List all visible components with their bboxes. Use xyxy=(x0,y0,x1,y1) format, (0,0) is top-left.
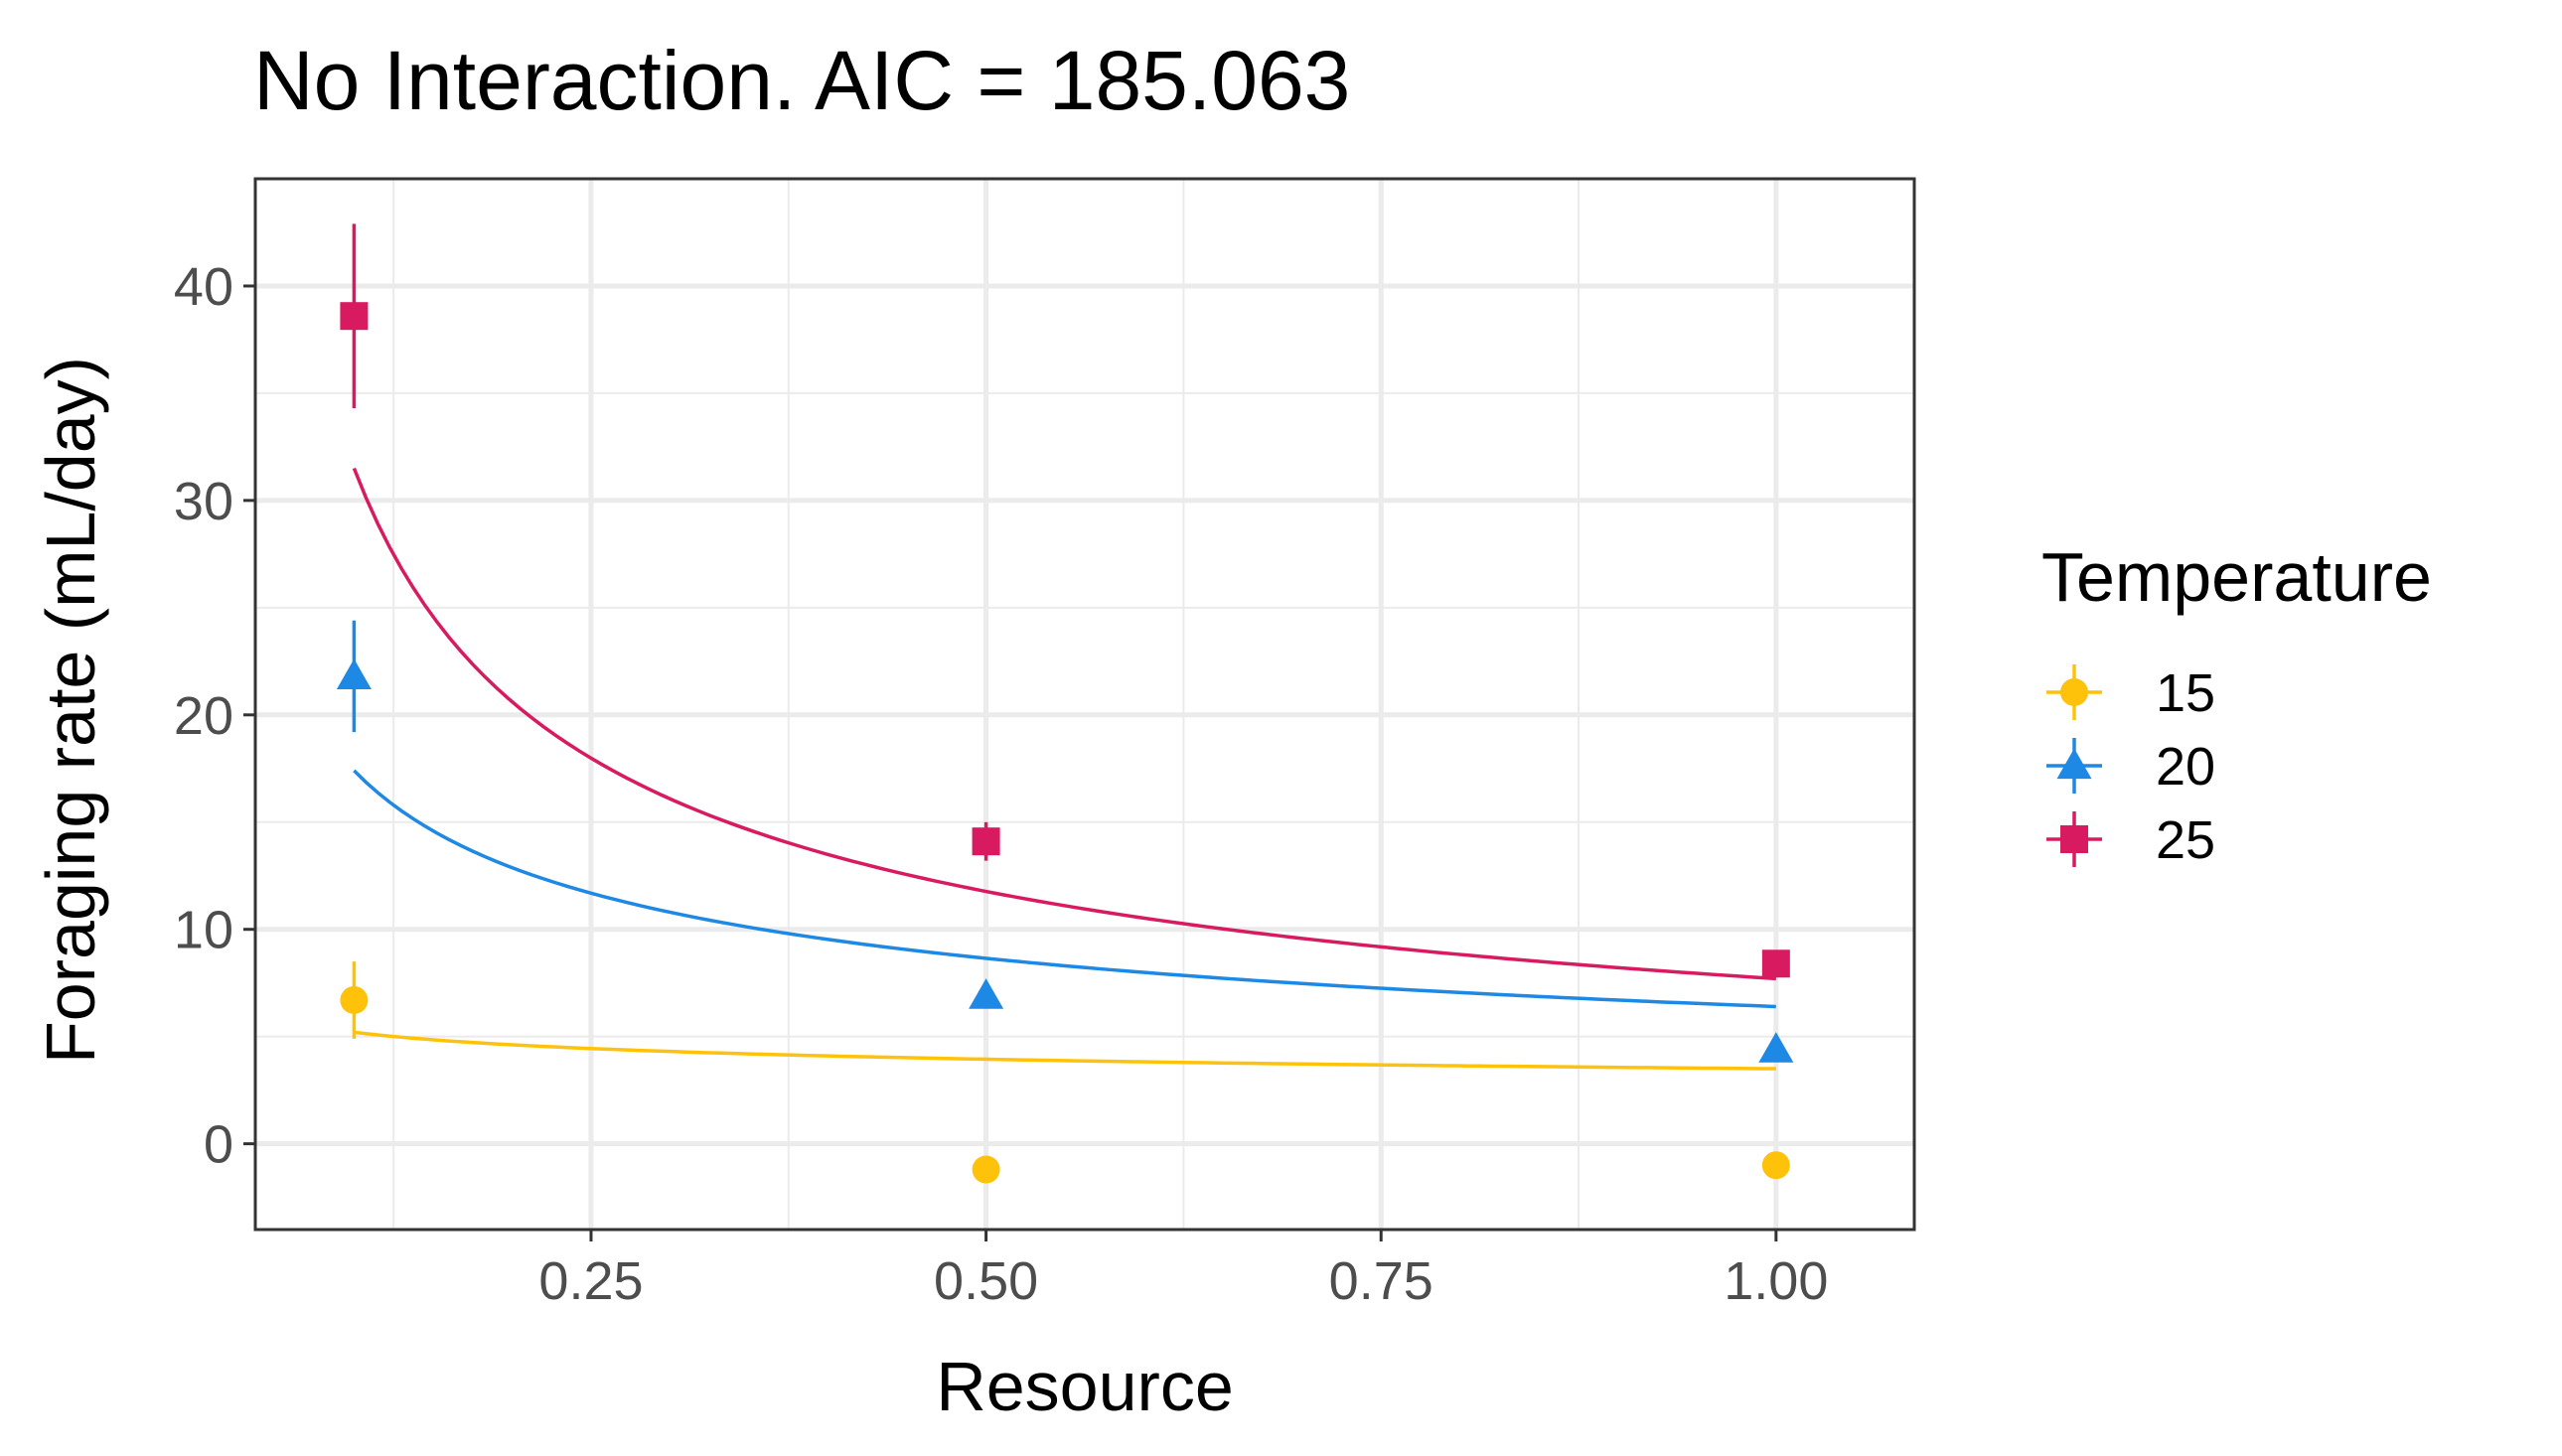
data-point-20 xyxy=(969,978,1004,1009)
fitted-curves xyxy=(352,467,1776,1071)
x-tick-label: 0.50 xyxy=(934,1251,1038,1311)
legend-title: Temperature xyxy=(2041,538,2432,616)
data-point-15 xyxy=(1761,1151,1790,1180)
data-point-25 xyxy=(972,827,1000,856)
y-tick-label: 30 xyxy=(174,472,233,531)
legend-label-15: 15 xyxy=(2156,663,2215,723)
x-tick-label: 1.00 xyxy=(1724,1251,1828,1311)
data-point-25 xyxy=(340,302,369,331)
data-point-15 xyxy=(340,985,369,1014)
legend-label-20: 20 xyxy=(2156,737,2215,797)
data-point-20 xyxy=(336,658,372,690)
legend-key-marker-25 xyxy=(2060,825,2088,853)
minor-gridlines xyxy=(255,179,1914,1230)
y-tick-label: 0 xyxy=(204,1115,233,1175)
x-axis-title: Resource xyxy=(936,1348,1234,1425)
x-tick-label: 0.25 xyxy=(538,1251,643,1311)
data-point-25 xyxy=(1761,949,1790,978)
y-tick-label: 10 xyxy=(174,901,233,960)
data-point-20 xyxy=(1758,1032,1794,1063)
y-tick-label: 40 xyxy=(174,257,233,317)
fit-curve-25 xyxy=(352,467,1776,981)
legend-key-marker-20 xyxy=(2056,748,2092,780)
legend-key-marker-15 xyxy=(2060,678,2088,706)
y-axis-ticks: 0 10 20 30 40 xyxy=(174,257,255,1175)
data-points xyxy=(336,302,1794,1184)
legend: Temperature 15 20 25 xyxy=(2041,538,2432,870)
chart-title: No Interaction. AIC = 185.063 xyxy=(253,34,1350,127)
x-axis-ticks: 0.25 0.50 0.75 1.00 xyxy=(538,1230,1828,1311)
major-gridlines xyxy=(255,179,1914,1230)
panel-border xyxy=(253,177,1916,1232)
fit-curve-20 xyxy=(353,769,1776,1009)
legend-label-25: 25 xyxy=(2156,810,2215,870)
error-bars xyxy=(352,223,988,1039)
y-axis-title: Foraging rate (mL/day) xyxy=(32,357,109,1064)
fit-curve-15 xyxy=(354,1030,1776,1071)
y-tick-label: 20 xyxy=(174,686,233,746)
x-tick-label: 0.75 xyxy=(1329,1251,1433,1311)
data-point-15 xyxy=(972,1155,1000,1184)
